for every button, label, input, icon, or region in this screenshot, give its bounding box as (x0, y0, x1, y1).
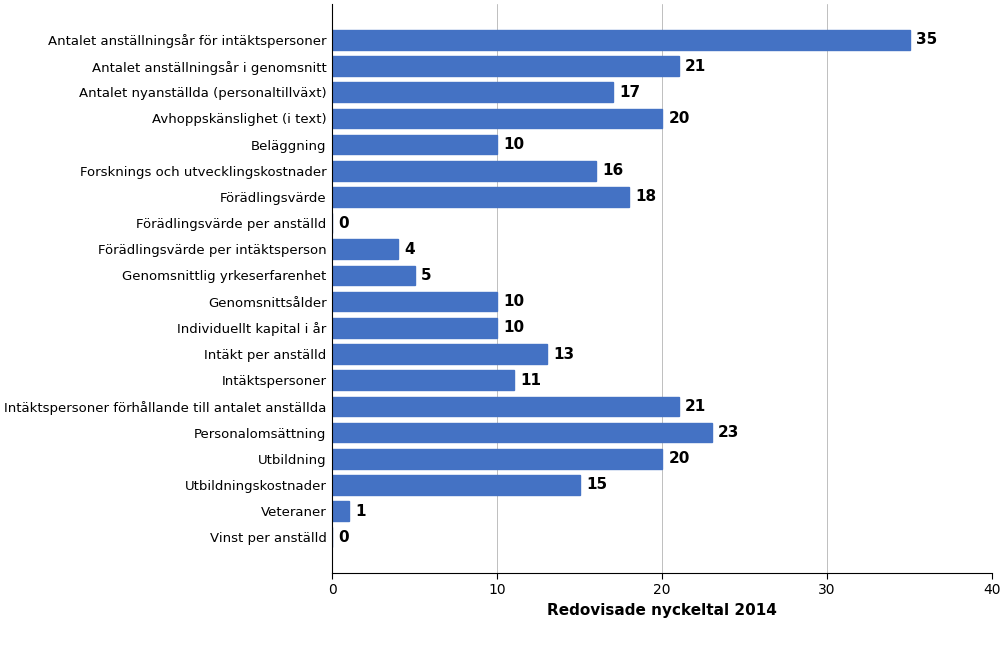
Text: 4: 4 (405, 242, 415, 257)
Bar (332, 344, 547, 364)
Bar (332, 161, 596, 181)
Bar (332, 30, 910, 50)
Text: 0: 0 (339, 216, 350, 231)
Text: 11: 11 (521, 373, 542, 388)
Bar (332, 109, 662, 128)
Bar (332, 82, 613, 102)
Text: 21: 21 (685, 399, 707, 414)
Text: 21: 21 (685, 58, 707, 73)
Text: 1: 1 (355, 503, 366, 518)
Bar (332, 397, 678, 416)
Bar (332, 135, 497, 154)
Bar (332, 318, 497, 338)
Bar (332, 422, 712, 443)
Bar (332, 502, 349, 521)
Text: 16: 16 (603, 163, 624, 178)
X-axis label: Redovisade nyckeltal 2014: Redovisade nyckeltal 2014 (547, 603, 777, 618)
Text: 20: 20 (668, 451, 690, 466)
Text: 23: 23 (719, 425, 740, 440)
Bar (332, 240, 398, 259)
Text: 18: 18 (636, 189, 657, 204)
Text: 13: 13 (553, 347, 574, 362)
Text: 5: 5 (421, 268, 432, 283)
Text: 17: 17 (619, 85, 640, 100)
Bar (332, 266, 415, 285)
Text: 0: 0 (339, 530, 350, 545)
Bar (332, 187, 629, 207)
Bar (332, 56, 678, 76)
Bar (332, 371, 514, 390)
Text: 15: 15 (586, 478, 607, 492)
Text: 10: 10 (504, 320, 525, 335)
Bar (332, 449, 662, 469)
Text: 35: 35 (917, 32, 938, 47)
Text: 10: 10 (504, 294, 525, 309)
Bar (332, 475, 580, 494)
Text: 20: 20 (668, 111, 690, 126)
Bar (332, 292, 497, 312)
Text: 10: 10 (504, 137, 525, 152)
